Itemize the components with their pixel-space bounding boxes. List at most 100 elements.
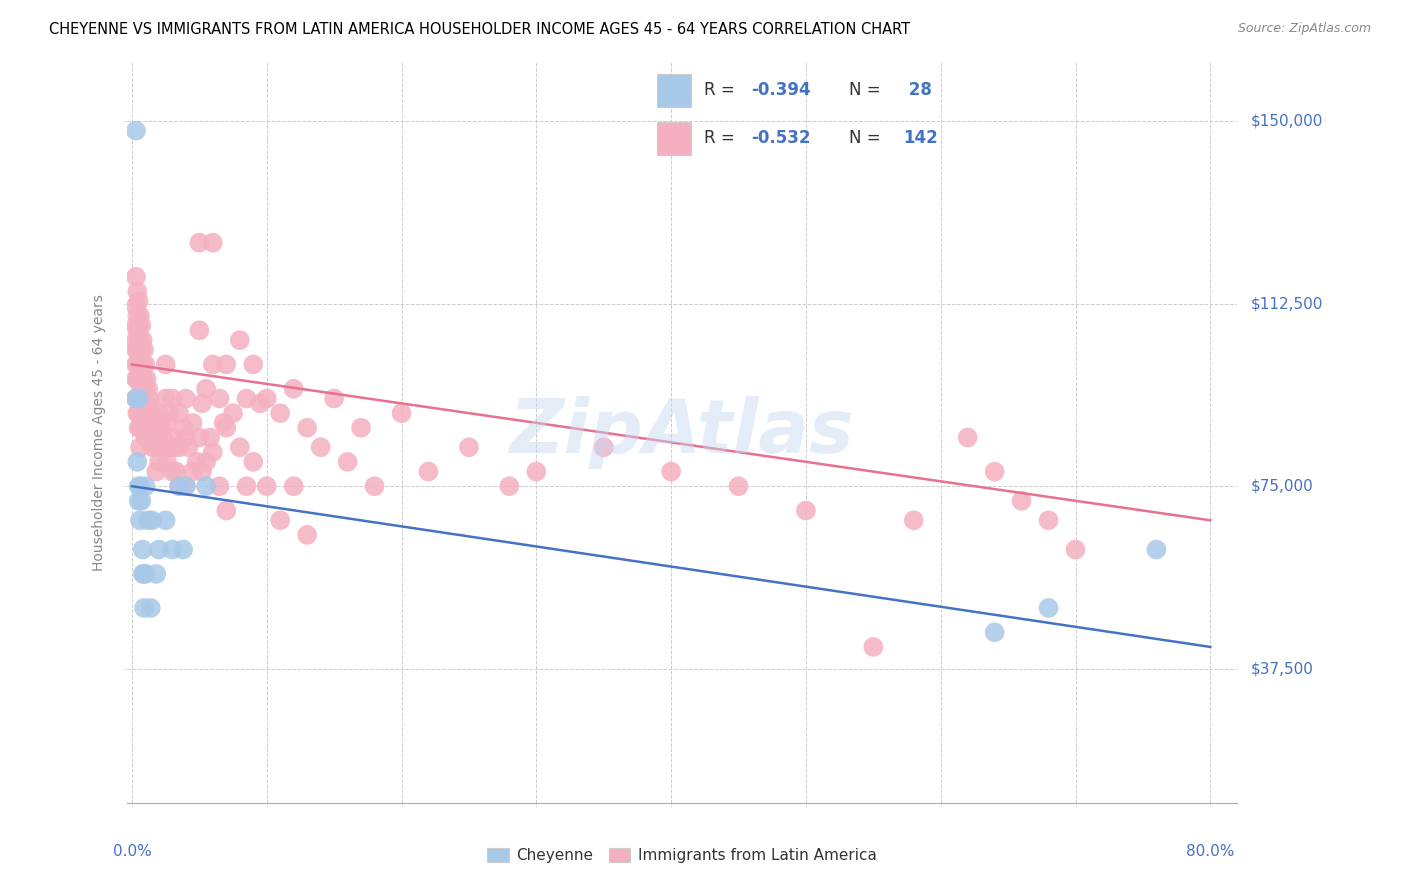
- Point: [208, 479, 231, 493]
- Text: 0.0%: 0.0%: [112, 845, 152, 860]
- Point: [242, 455, 264, 469]
- Point: [136, 406, 159, 420]
- Point: [142, 421, 165, 435]
- Point: [165, 465, 187, 479]
- Point: [134, 358, 156, 372]
- Point: [249, 396, 271, 410]
- Point: [156, 416, 179, 430]
- Point: [148, 406, 170, 420]
- Point: [127, 343, 149, 357]
- Point: [132, 416, 155, 430]
- Point: [188, 323, 211, 337]
- Point: [134, 479, 156, 493]
- Point: [148, 455, 170, 469]
- Point: [191, 465, 214, 479]
- Point: [174, 392, 197, 406]
- Point: [132, 566, 155, 581]
- Point: [131, 406, 153, 420]
- Point: [145, 440, 167, 454]
- Point: [191, 396, 214, 410]
- Point: [129, 358, 152, 372]
- Point: [167, 406, 190, 420]
- Point: [129, 440, 152, 454]
- Text: $37,500: $37,500: [1251, 661, 1315, 676]
- Point: [129, 479, 152, 493]
- Point: [129, 421, 152, 435]
- Point: [167, 479, 190, 493]
- Text: 80.0%: 80.0%: [1187, 845, 1234, 860]
- Point: [1064, 542, 1087, 557]
- Point: [498, 479, 520, 493]
- Point: [235, 392, 257, 406]
- Point: [1144, 542, 1167, 557]
- Point: [167, 479, 190, 493]
- Point: [128, 358, 150, 372]
- Point: [458, 440, 481, 454]
- Point: [148, 430, 170, 444]
- Point: [125, 299, 148, 313]
- Point: [418, 465, 440, 479]
- Point: [201, 358, 224, 372]
- Point: [174, 479, 197, 493]
- Point: [181, 416, 204, 430]
- Point: [198, 430, 221, 444]
- Point: [127, 358, 149, 372]
- Point: [152, 430, 174, 444]
- Point: [174, 479, 197, 493]
- Point: [132, 542, 155, 557]
- Point: [129, 406, 152, 420]
- Point: [135, 372, 157, 386]
- Point: [127, 455, 149, 469]
- Point: [125, 269, 148, 284]
- Point: [162, 542, 184, 557]
- Point: [128, 479, 150, 493]
- Point: [177, 440, 200, 454]
- Point: [186, 455, 208, 469]
- Point: [174, 430, 197, 444]
- Point: [132, 392, 155, 406]
- Point: [350, 421, 373, 435]
- Point: [794, 503, 817, 517]
- Point: [145, 465, 167, 479]
- Point: [188, 235, 211, 250]
- Point: [131, 421, 153, 435]
- Point: [256, 479, 278, 493]
- FancyBboxPatch shape: [657, 74, 690, 106]
- Point: [129, 333, 152, 347]
- Point: [138, 392, 160, 406]
- Point: [162, 392, 184, 406]
- Point: [143, 430, 166, 444]
- Text: -0.532: -0.532: [751, 129, 811, 147]
- Point: [129, 372, 152, 386]
- Point: [148, 542, 170, 557]
- Point: [229, 440, 252, 454]
- Text: CHEYENNE VS IMMIGRANTS FROM LATIN AMERICA HOUSEHOLDER INCOME AGES 45 - 64 YEARS : CHEYENNE VS IMMIGRANTS FROM LATIN AMERIC…: [49, 22, 910, 37]
- Point: [188, 430, 211, 444]
- Text: R =: R =: [704, 81, 740, 99]
- Point: [215, 358, 238, 372]
- Point: [159, 406, 181, 420]
- Point: [131, 358, 153, 372]
- Point: [167, 440, 190, 454]
- Point: [195, 455, 218, 469]
- Point: [139, 406, 162, 420]
- Point: [1011, 493, 1033, 508]
- Point: [162, 465, 184, 479]
- Point: [309, 440, 332, 454]
- Point: [128, 406, 150, 420]
- Point: [727, 479, 749, 493]
- Point: [125, 343, 148, 357]
- Point: [269, 513, 291, 527]
- Point: [128, 493, 150, 508]
- Point: [363, 479, 385, 493]
- Point: [125, 372, 148, 386]
- Point: [229, 333, 252, 347]
- Point: [145, 566, 167, 581]
- Text: $75,000: $75,000: [1251, 479, 1315, 493]
- Point: [139, 430, 162, 444]
- Point: [156, 455, 179, 469]
- Text: ZipAtlas: ZipAtlas: [509, 396, 855, 469]
- Point: [125, 392, 148, 406]
- Point: [134, 406, 156, 420]
- Point: [134, 382, 156, 396]
